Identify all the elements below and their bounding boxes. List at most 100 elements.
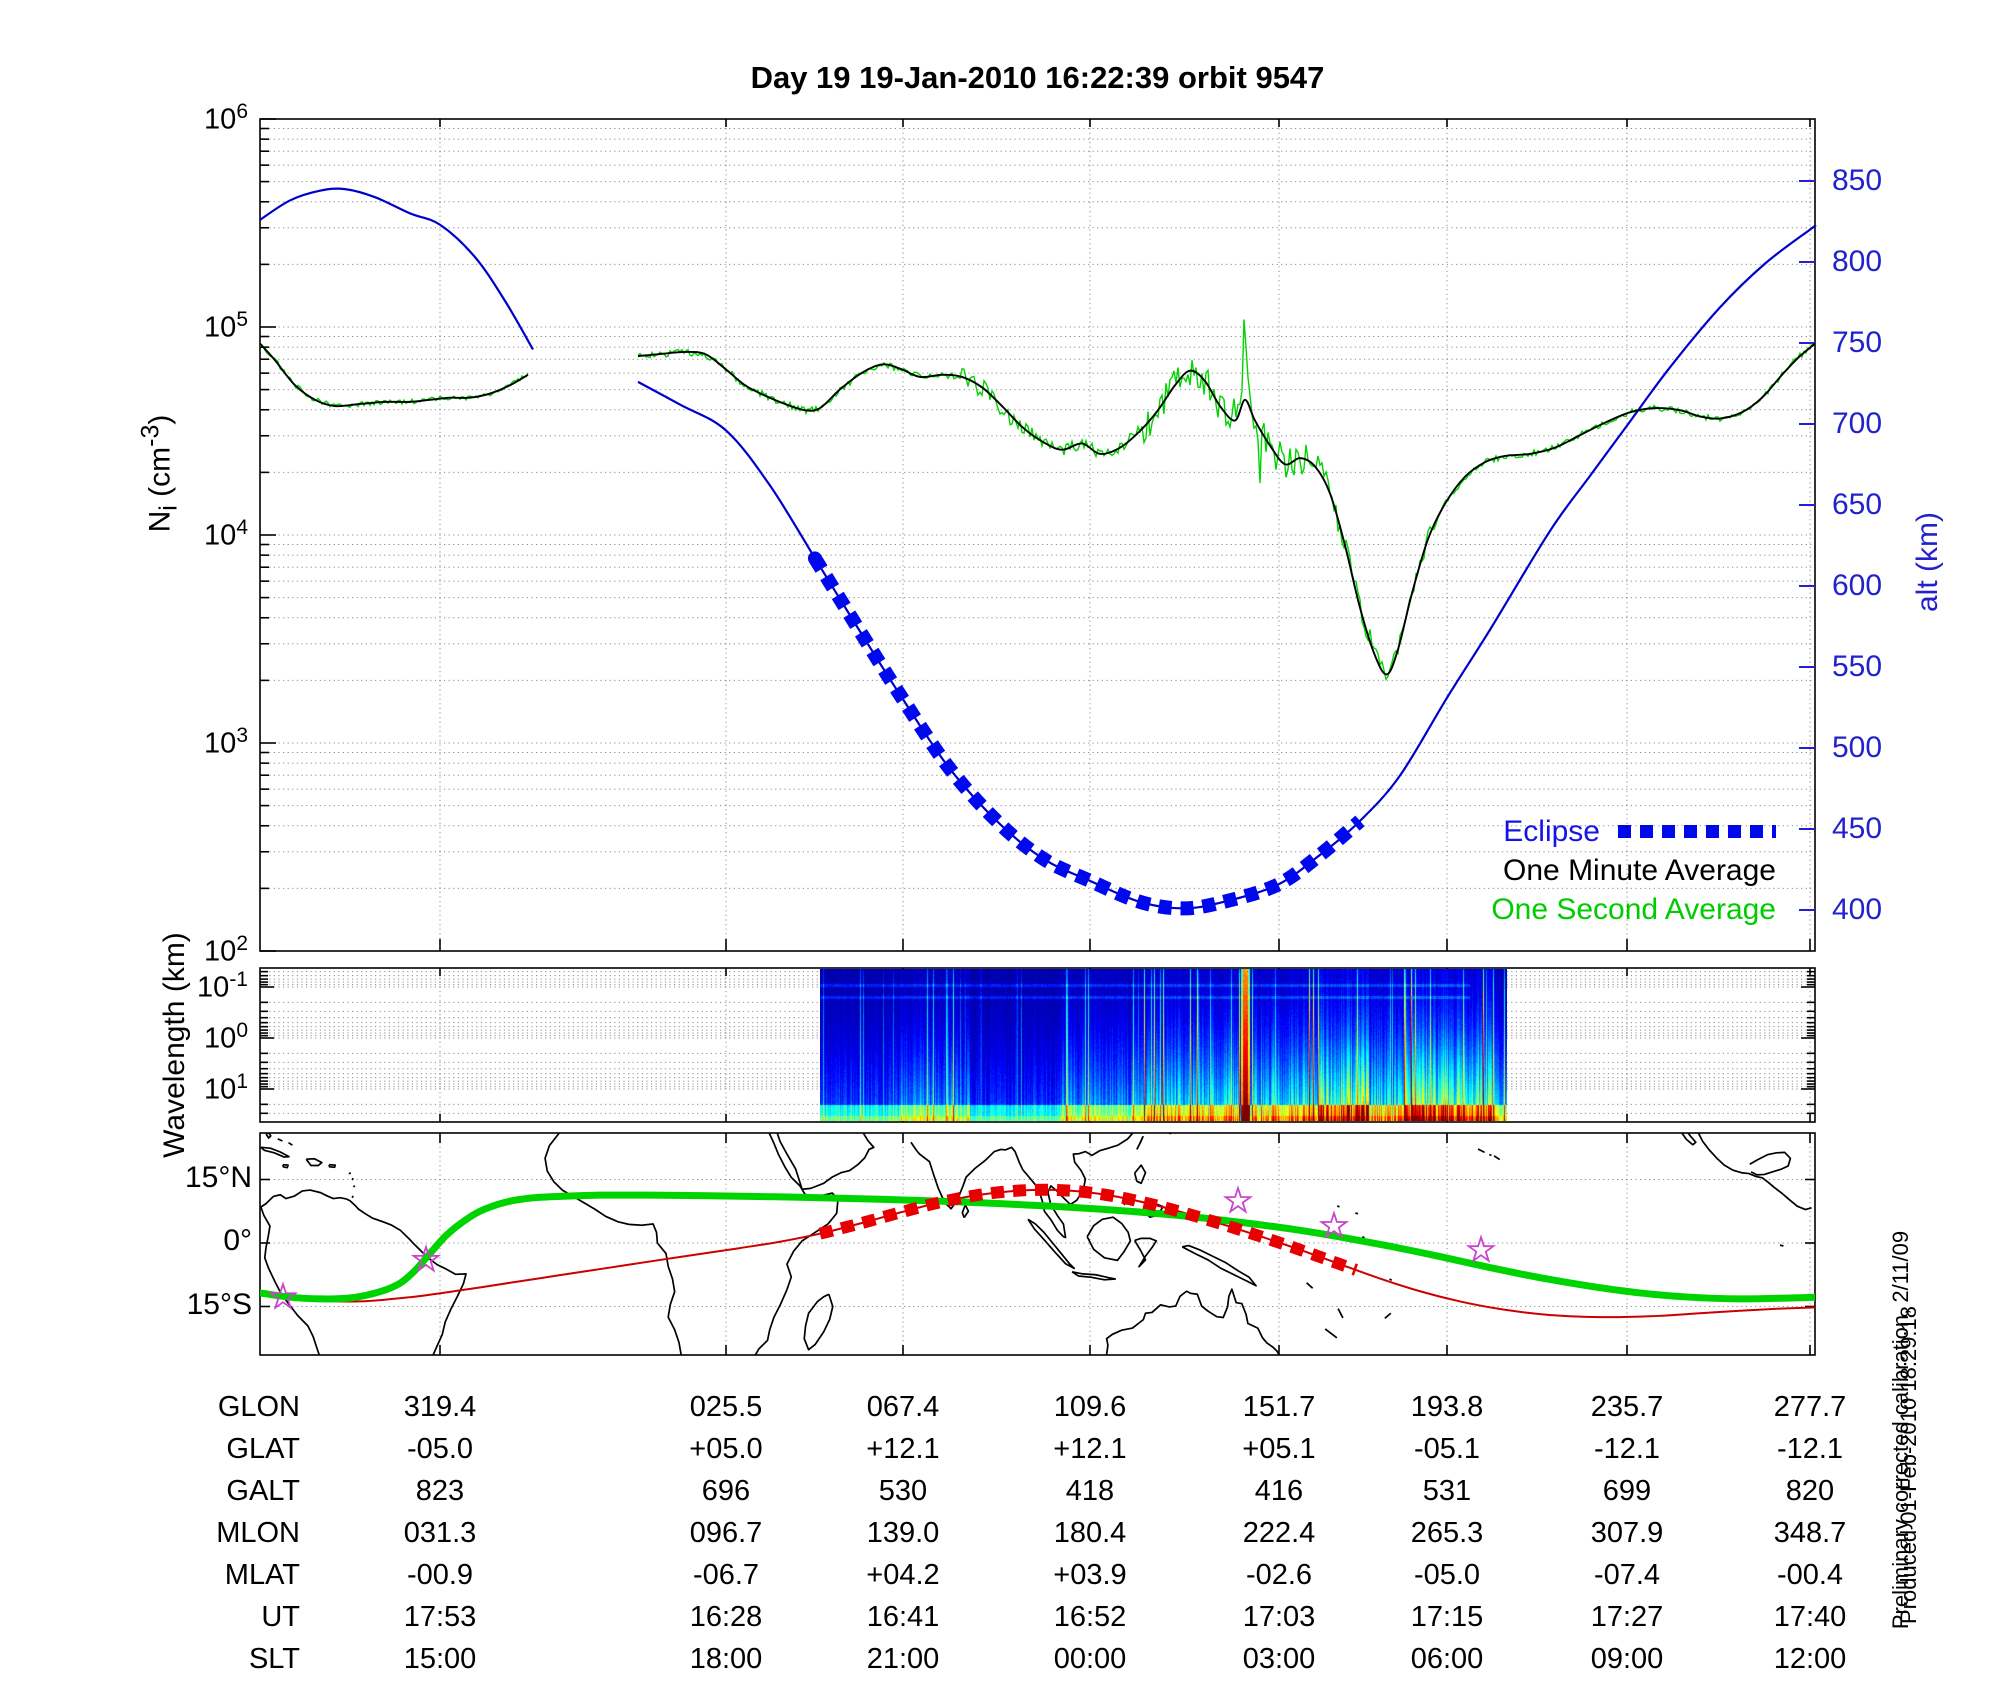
- wavelength-tick-10e-1: 10-1: [197, 968, 248, 1004]
- table-cell-mlon-5: 265.3: [1410, 1517, 1484, 1549]
- table-cell-glat-3: +12.1: [1053, 1433, 1127, 1465]
- table-cell-mlon-0: 031.3: [403, 1517, 477, 1549]
- table-cell-galt-6: 699: [1602, 1475, 1652, 1507]
- table-cell-glon-1: 025.5: [689, 1391, 763, 1423]
- table-cell-slt-4: 03:00: [1242, 1643, 1316, 1675]
- table-cell-glat-7: -12.1: [1776, 1433, 1844, 1465]
- table-cell-glat-6: -12.1: [1593, 1433, 1661, 1465]
- table-cell-galt-5: 531: [1422, 1475, 1472, 1507]
- table-cell-slt-5: 06:00: [1410, 1643, 1484, 1675]
- world-map: [260, 1133, 1812, 1355]
- alt-tick-650: 650: [1832, 488, 1883, 521]
- table-cell-slt-3: 00:00: [1053, 1643, 1127, 1675]
- table-row-label-mlat: MLAT: [224, 1559, 300, 1591]
- table-cell-glon-7: 277.7: [1773, 1391, 1847, 1423]
- table-row-label-ut: UT: [261, 1601, 300, 1633]
- alt-tick-500: 500: [1832, 731, 1883, 764]
- density-tick-10e6: 106: [204, 100, 248, 136]
- map-lat-label-1: 0°: [223, 1224, 252, 1257]
- table-cell-mlat-1: -06.7: [692, 1559, 760, 1591]
- wavelength-tick-10e1: 101: [204, 1070, 248, 1106]
- table-cell-mlat-7: -00.4: [1776, 1559, 1844, 1591]
- alt-tick-850: 850: [1832, 164, 1883, 197]
- legend-one-second-label: One Second Average: [1491, 892, 1776, 926]
- table-cell-ut-5: 17:15: [1410, 1601, 1484, 1633]
- table-cell-mlat-2: +04.2: [866, 1559, 940, 1591]
- legend-row-one-second: One Second Average: [1340, 890, 1776, 929]
- page-title: Day 19 19-Jan-2010 16:22:39 orbit 9547: [750, 60, 1325, 95]
- table-row-label-glat: GLAT: [226, 1433, 300, 1465]
- table-cell-galt-3: 418: [1065, 1475, 1115, 1507]
- table-cell-mlat-6: -07.4: [1593, 1559, 1661, 1591]
- table-cell-slt-6: 09:00: [1590, 1643, 1664, 1675]
- table-cell-glon-3: 109.6: [1053, 1391, 1127, 1423]
- table-cell-slt-1: 18:00: [689, 1643, 763, 1675]
- table-cell-glat-2: +12.1: [866, 1433, 940, 1465]
- table-cell-galt-1: 696: [701, 1475, 751, 1507]
- table-cell-glat-1: +05.0: [689, 1433, 763, 1465]
- legend-one-minute-label: One Minute Average: [1503, 853, 1776, 887]
- table-cell-glon-0: 319.4: [403, 1391, 477, 1423]
- table-cell-mlon-4: 222.4: [1242, 1517, 1316, 1549]
- density-tick-10e3: 103: [204, 724, 248, 760]
- legend: Eclipse One Minute Average One Second Av…: [1340, 812, 1776, 929]
- eclipse-stars: [267, 1185, 1497, 1311]
- table-row-label-mlon: MLON: [216, 1517, 300, 1549]
- spectrogram-canvas: [820, 969, 1507, 1121]
- table-cell-mlon-2: 139.0: [866, 1517, 940, 1549]
- density-tick-10e4: 104: [204, 516, 248, 552]
- table-cell-mlat-4: -02.6: [1245, 1559, 1313, 1591]
- grid-and-frames: [259, 118, 1816, 1356]
- map-lat-label-2: 15°S: [186, 1287, 252, 1321]
- table-cell-glon-4: 151.7: [1242, 1391, 1316, 1423]
- table-cell-ut-7: 17:40: [1773, 1601, 1847, 1633]
- table-cell-mlon-7: 348.7: [1773, 1517, 1847, 1549]
- table-cell-ut-4: 17:03: [1242, 1601, 1316, 1633]
- table-cell-glon-6: 235.7: [1590, 1391, 1664, 1423]
- table-row-label-glon: GLON: [217, 1391, 300, 1423]
- table-cell-ut-2: 16:41: [866, 1601, 940, 1633]
- legend-eclipse-label: Eclipse: [1503, 814, 1600, 848]
- legend-row-eclipse: Eclipse: [1340, 812, 1776, 851]
- density-tick-10e2: 102: [204, 932, 248, 968]
- alt-tick-450: 450: [1832, 812, 1883, 845]
- table-cell-glat-0: -05.0: [406, 1433, 474, 1465]
- table-cell-glon-2: 067.4: [866, 1391, 940, 1423]
- wavelength-tick-10e0: 100: [204, 1019, 248, 1055]
- alt-tick-600: 600: [1832, 569, 1883, 602]
- alt-tick-550: 550: [1832, 650, 1883, 683]
- legend-row-one-minute: One Minute Average: [1340, 851, 1776, 890]
- table-cell-slt-7: 12:00: [1773, 1643, 1847, 1675]
- table-cell-galt-7: 820: [1785, 1475, 1835, 1507]
- table-cell-ut-3: 16:52: [1053, 1601, 1127, 1633]
- table-cell-mlat-3: +03.9: [1053, 1559, 1127, 1591]
- alt-tick-400: 400: [1832, 893, 1883, 926]
- table-cell-glon-5: 193.8: [1410, 1391, 1484, 1423]
- alt-tick-800: 800: [1832, 245, 1883, 278]
- table-cell-galt-0: 823: [415, 1475, 465, 1507]
- density-tick-10e5: 105: [204, 308, 248, 344]
- table-cell-glat-5: -05.1: [1413, 1433, 1481, 1465]
- density-altitude-panel: [259, 187, 1817, 916]
- table-cell-mlat-0: -00.9: [406, 1559, 474, 1591]
- ground-tracks: [260, 1183, 1815, 1319]
- table-cell-ut-6: 17:27: [1590, 1601, 1664, 1633]
- alt-tick-700: 700: [1832, 407, 1883, 440]
- table-cell-ut-1: 16:28: [689, 1601, 763, 1633]
- axis-ticks: [260, 118, 1815, 1355]
- table-row-label-galt: GALT: [226, 1475, 300, 1507]
- table-cell-mlon-3: 180.4: [1053, 1517, 1127, 1549]
- table-cell-glat-4: +05.1: [1242, 1433, 1316, 1465]
- table-row-label-slt: SLT: [248, 1643, 300, 1675]
- map-lat-label-0: 15°N: [184, 1160, 252, 1194]
- table-cell-slt-0: 15:00: [403, 1643, 477, 1675]
- table-cell-galt-2: 530: [878, 1475, 928, 1507]
- alt-tick-750: 750: [1832, 326, 1883, 359]
- table-cell-mlon-1: 096.7: [689, 1517, 763, 1549]
- table-cell-ut-0: 17:53: [403, 1601, 477, 1633]
- table-cell-galt-4: 416: [1254, 1475, 1304, 1507]
- table-cell-mlat-5: -05.0: [1413, 1559, 1481, 1591]
- eclipse-dash-swatch: [1618, 825, 1776, 838]
